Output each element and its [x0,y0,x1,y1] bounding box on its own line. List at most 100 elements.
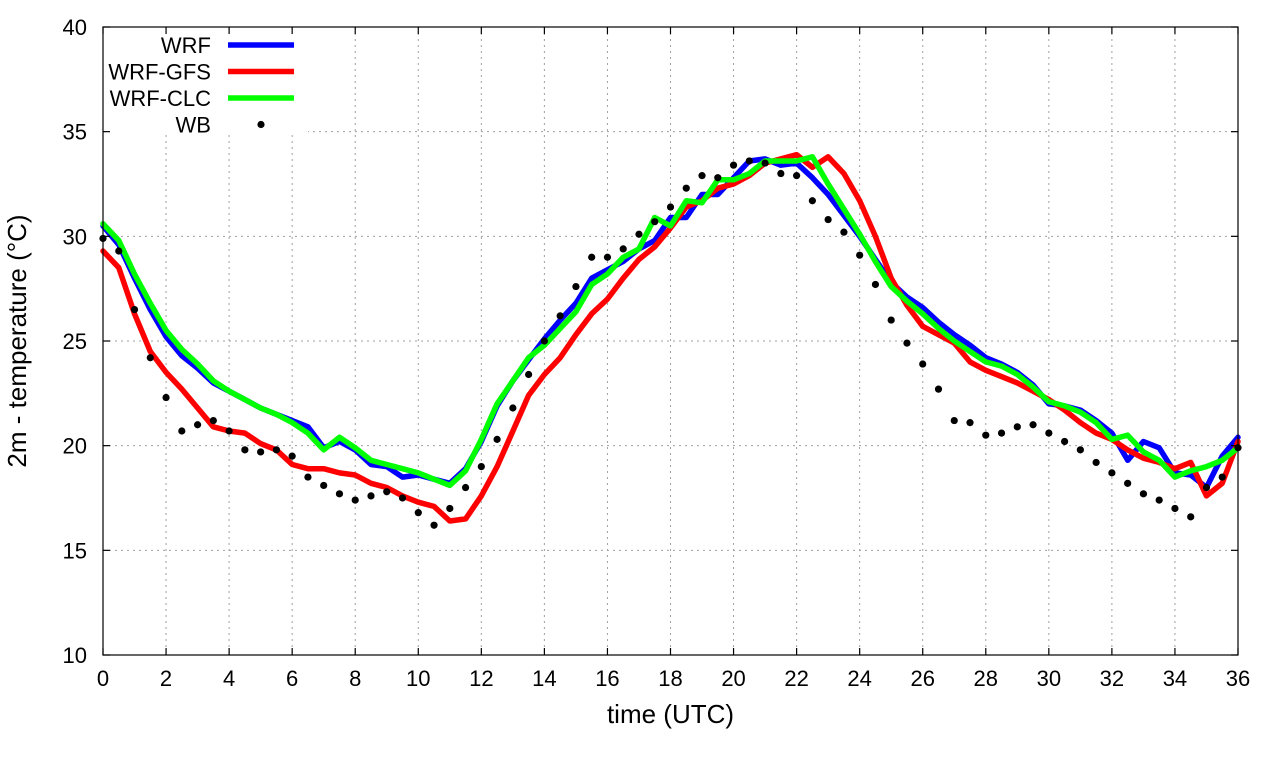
data-point [1029,421,1037,429]
data-point [1108,469,1116,477]
data-point [603,253,612,261]
data-point [1171,504,1179,513]
data-point [682,184,690,192]
data-point [304,473,312,481]
data-point [335,490,344,498]
legend-label-wrf-clc: WRF-CLC [110,86,212,111]
data-point [651,218,659,226]
data-point [1218,473,1226,481]
x-tick-label: 22 [784,666,808,691]
y-tick-label: 35 [63,120,87,145]
data-point [808,197,816,205]
data-point [1139,490,1148,498]
data-point [414,509,422,517]
data-point [840,228,848,236]
data-point [619,245,627,253]
data-point [934,385,943,393]
x-tick-label: 14 [532,666,556,691]
data-point [130,306,139,314]
data-point [398,494,407,502]
data-point [793,172,801,180]
data-point [540,337,548,345]
data-point [556,312,564,320]
legend-label-wrf: WRF [161,33,211,58]
series-points-wb [99,157,1242,529]
data-point [162,393,170,402]
y-tick-label: 25 [63,329,87,354]
data-point [714,174,722,182]
data-point [824,215,832,224]
data-point [241,446,249,454]
data-point [777,169,785,178]
data-point [272,446,281,454]
data-point [588,253,596,261]
data-point [1013,423,1021,431]
data-point [745,157,753,165]
data-point [1155,496,1163,504]
data-point [178,427,186,435]
data-point [509,404,517,412]
data-point [477,463,485,471]
data-point [997,429,1006,437]
series-layer [99,151,1242,529]
data-point [635,230,643,238]
data-point [1060,437,1069,446]
data-point [115,247,123,255]
y-tick-label: 40 [63,15,87,40]
data-point [1124,479,1132,487]
legend-label-wrf-gfs: WRF-GFS [108,60,211,85]
x-tick-label: 12 [469,666,493,691]
x-tick-label: 16 [595,666,619,691]
x-tick-label: 24 [847,666,871,691]
data-point [209,416,217,425]
data-point [493,435,501,443]
data-point [966,419,974,427]
series-line-wrf-clc [100,154,1241,489]
y-tick-label: 10 [63,643,87,668]
x-tick-label: 30 [1037,666,1061,691]
y-tick-label: 20 [63,434,87,459]
data-point [666,203,675,211]
data-point [903,339,911,347]
data-point [257,448,265,456]
x-tick-label: 26 [910,666,934,691]
grid-lines [103,27,1238,655]
data-point [887,316,895,324]
data-point [982,431,990,439]
data-point [871,280,880,289]
data-point [1187,513,1195,521]
data-point [698,172,706,180]
legend-swatch-wb [257,120,265,129]
data-point [950,416,958,425]
data-point [761,159,769,167]
data-point [1045,429,1053,437]
y-axis-label: 2m - temperature (°C) [2,214,32,467]
data-point [351,496,359,504]
data-point [461,483,470,492]
data-point [367,492,375,500]
data-point [572,282,580,291]
legend-label-wb: WB [176,113,211,138]
data-point [1202,483,1211,492]
data-point [288,452,296,460]
x-tick-label: 36 [1226,666,1250,691]
data-point [383,488,391,496]
y-tick-label: 30 [63,224,87,249]
data-point [320,481,328,490]
x-tick-label: 32 [1100,666,1124,691]
y-tick-label: 15 [63,538,87,563]
data-point [729,161,738,169]
x-tick-label: 6 [286,666,298,691]
x-tick-label: 20 [721,666,745,691]
x-axis-label: time (UTC) [607,699,734,729]
x-tick-label: 28 [974,666,998,691]
data-point [1092,458,1100,467]
x-tick-label: 18 [658,666,682,691]
data-point [856,251,864,259]
axis-ticks: 0 2 4 6 8 10 12 14 16 18 20 22 24 26 28 30 32 34 361015202… [63,15,1251,691]
x-tick-label: 0 [97,666,109,691]
x-tick-label: 8 [349,666,361,691]
data-point [919,360,927,368]
data-point [430,521,438,529]
